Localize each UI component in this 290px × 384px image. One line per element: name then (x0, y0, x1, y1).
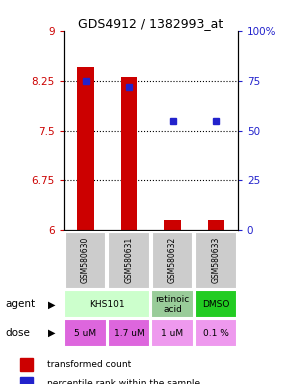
Text: percentile rank within the sample: percentile rank within the sample (46, 379, 200, 384)
Text: agent: agent (6, 299, 36, 310)
Bar (108, 232, 150, 289)
Bar (195, 290, 237, 318)
Bar (20, 358, 33, 371)
Bar (108, 319, 151, 347)
Text: GSM580632: GSM580632 (168, 237, 177, 283)
Bar (65, 232, 106, 289)
Bar (64, 319, 107, 347)
Text: KHS101: KHS101 (90, 300, 125, 309)
Text: 5 uM: 5 uM (75, 329, 97, 338)
Text: GSM580633: GSM580633 (211, 237, 221, 283)
Title: GDS4912 / 1382993_at: GDS4912 / 1382993_at (78, 17, 223, 30)
Text: retinoic
acid: retinoic acid (155, 295, 190, 314)
Text: GSM580630: GSM580630 (81, 237, 90, 283)
Bar (164, 220, 181, 230)
Text: 0.1 %: 0.1 % (203, 329, 229, 338)
Bar (77, 67, 94, 230)
Bar (195, 232, 237, 289)
Bar (121, 77, 137, 230)
Bar (195, 319, 237, 347)
Text: GSM580631: GSM580631 (124, 237, 134, 283)
Bar (64, 290, 151, 318)
Bar (152, 232, 193, 289)
Text: 1.7 uM: 1.7 uM (114, 329, 144, 338)
Text: 1 uM: 1 uM (162, 329, 184, 338)
Bar (151, 290, 194, 318)
Bar (151, 319, 194, 347)
Text: DMSO: DMSO (202, 300, 230, 309)
Text: ▶: ▶ (48, 299, 56, 310)
Text: transformed count: transformed count (46, 360, 131, 369)
Bar (208, 220, 224, 230)
Text: ▶: ▶ (48, 328, 56, 338)
Text: dose: dose (6, 328, 31, 338)
Bar (20, 377, 33, 384)
